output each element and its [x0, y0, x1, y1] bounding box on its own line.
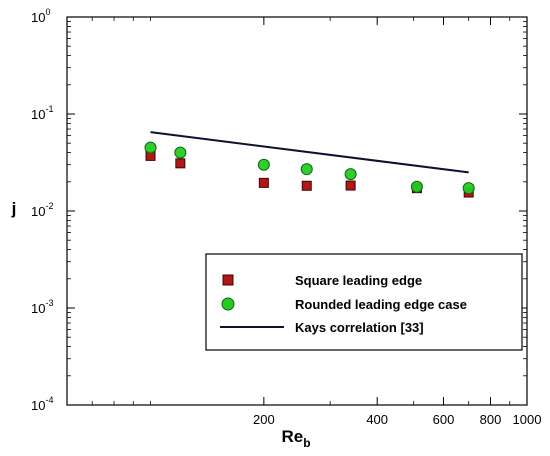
y-tick-label: 10-1: [31, 104, 53, 122]
y-tick-label-exponent: -1: [45, 104, 53, 114]
y-tick-label-base: 10: [31, 10, 45, 25]
x-tick-label: 200: [253, 412, 275, 427]
data-layer: [144, 131, 475, 198]
legend-label-circle: Rounded leading edge case: [295, 297, 467, 312]
y-tick-label: 100: [31, 7, 50, 25]
y-axis-label: j: [11, 199, 17, 218]
circle-point: [344, 168, 357, 181]
kays-correlation-line: [150, 131, 469, 174]
square-point: [301, 180, 312, 191]
square-point: [345, 180, 356, 191]
x-tick-label: 600: [433, 412, 455, 427]
legend-box: [205, 253, 523, 351]
x-tick-label: 1000: [513, 412, 542, 427]
y-tick-label: 10-3: [31, 298, 53, 316]
x-axis-label-main: Re: [281, 427, 303, 446]
square-point: [175, 158, 186, 169]
y-tick-label: 10-4: [31, 395, 53, 413]
circle-point: [410, 180, 423, 193]
y-tick-label-base: 10: [31, 398, 45, 413]
y-tick-label-exponent: 0: [45, 7, 50, 17]
x-tick-label: 800: [480, 412, 502, 427]
legend: Square leading edge Rounded leading edge…: [205, 253, 523, 351]
y-tick-label-exponent: -3: [45, 298, 53, 308]
circle-point: [174, 146, 187, 159]
y-tick-label-base: 10: [31, 204, 45, 219]
circle-point: [300, 163, 313, 176]
x-axis-label-subscript: b: [303, 436, 310, 450]
legend-marker-square: [222, 274, 234, 286]
legend-label-line: Kays correlation [33]: [295, 320, 424, 335]
x-axis-label: Reb: [281, 427, 310, 450]
square-point: [258, 177, 269, 188]
y-tick-label-exponent: -4: [45, 395, 53, 405]
y-tick-label-base: 10: [31, 107, 45, 122]
y-tick-label: 10-2: [31, 201, 53, 219]
legend-marker-circle: [221, 297, 235, 311]
legend-label-square: Square leading edge: [295, 273, 422, 288]
circle-point: [144, 141, 157, 154]
circle-point: [462, 182, 475, 195]
circle-point: [257, 158, 270, 171]
x-tick-label: 400: [366, 412, 388, 427]
y-tick-label-exponent: -2: [45, 201, 53, 211]
y-tick-label-base: 10: [31, 301, 45, 316]
